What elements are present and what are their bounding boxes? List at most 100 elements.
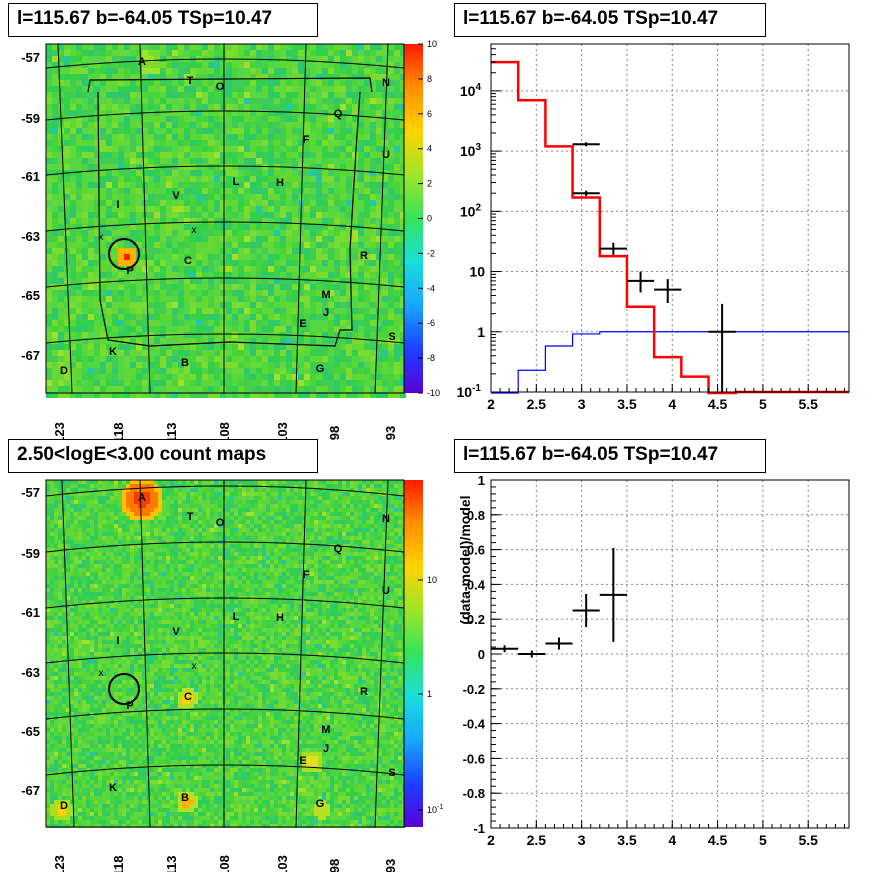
map-pixel	[142, 496, 146, 500]
map-pixel	[158, 516, 162, 520]
map-pixel	[160, 56, 166, 62]
map-pixel	[218, 508, 222, 512]
map-pixel	[268, 110, 274, 116]
map-pixel	[302, 504, 306, 508]
map-pixel	[274, 236, 280, 242]
map-pixel	[310, 68, 316, 74]
map-pixel	[400, 308, 406, 314]
map-pixel	[58, 140, 64, 146]
map-pixel	[94, 50, 100, 56]
map-pixel	[110, 524, 114, 528]
map-pixel	[146, 540, 150, 544]
map-pixel	[100, 152, 106, 158]
map-pixel	[364, 344, 370, 350]
source-label-v: V	[172, 190, 180, 202]
map-pixel	[142, 68, 148, 74]
map-pixel	[358, 296, 364, 302]
map-pixel	[174, 536, 178, 540]
map-pixel	[250, 344, 256, 350]
map-pixel	[378, 500, 382, 504]
map-pixel	[148, 68, 154, 74]
map-pixel	[306, 496, 310, 500]
map-pixel	[226, 492, 230, 496]
map-pixel	[184, 146, 190, 152]
map-pixel	[208, 296, 214, 302]
map-pixel	[170, 536, 174, 540]
map-pixel	[342, 528, 346, 532]
map-pixel	[106, 532, 110, 536]
map-pixel	[190, 536, 194, 540]
map-pixel	[226, 520, 230, 524]
map-pixel	[262, 212, 268, 218]
map-pixel	[346, 344, 352, 350]
map-pixel	[256, 314, 262, 320]
map-pixel	[202, 344, 208, 350]
map-pixel	[70, 302, 76, 308]
map-pixel	[328, 140, 334, 146]
map-pixel	[136, 134, 142, 140]
map-pixel	[74, 508, 78, 512]
map-pixel	[148, 74, 154, 80]
map-pixel	[238, 122, 244, 128]
source-label-b: B	[181, 357, 189, 369]
map-pixel	[398, 520, 402, 524]
map-pixel	[322, 524, 326, 528]
map-pixel	[184, 104, 190, 110]
map-pixel	[388, 50, 394, 56]
map-pixel	[82, 74, 88, 80]
map-pixel	[70, 350, 76, 356]
map-pixel	[364, 242, 370, 248]
map-pixel	[130, 488, 134, 492]
map-pixel	[234, 516, 238, 520]
map-pixel	[340, 266, 346, 272]
map-pixel	[398, 532, 402, 536]
map-pixel	[328, 350, 334, 356]
map-pixel	[298, 122, 304, 128]
map-pixel	[352, 230, 358, 236]
map-pixel	[162, 524, 166, 528]
map-pixel	[244, 170, 250, 176]
map-pixel	[194, 488, 198, 492]
map-pixel	[70, 504, 74, 508]
map-pixel	[238, 488, 242, 492]
map-pixel	[124, 386, 130, 392]
map-pixel	[322, 188, 328, 194]
map-pixel	[244, 386, 250, 392]
map-pixel	[346, 248, 352, 254]
map-pixel	[130, 344, 136, 350]
map-pixel	[184, 206, 190, 212]
map-pixel	[74, 516, 78, 520]
map-pixel	[160, 230, 166, 236]
map-pixel	[310, 512, 314, 516]
map-pixel	[70, 80, 76, 86]
map-pixel	[250, 104, 256, 110]
map-pixel	[106, 368, 112, 374]
map-pixel	[238, 392, 244, 398]
map-pixel	[214, 80, 220, 86]
map-pixel	[274, 344, 280, 350]
map-pixel	[64, 188, 70, 194]
map-pixel	[64, 158, 70, 164]
map-pixel	[394, 188, 400, 194]
map-pixel	[278, 532, 282, 536]
map-pixel	[398, 536, 402, 540]
map-pixel	[298, 350, 304, 356]
map-pixel	[256, 182, 262, 188]
map-pixel	[346, 86, 352, 92]
map-pixel	[106, 508, 110, 512]
map-pixel	[350, 504, 354, 508]
map-pixel	[290, 480, 294, 484]
map-pixel	[208, 152, 214, 158]
map-pixel	[340, 314, 346, 320]
map-pixel	[118, 356, 124, 362]
map-pixel	[82, 194, 88, 200]
map-pixel	[376, 92, 382, 98]
map-pixel	[90, 524, 94, 528]
map-pixel	[118, 188, 124, 194]
map-pixel	[130, 104, 136, 110]
map-pixel	[328, 176, 334, 182]
map-pixel	[394, 368, 400, 374]
map-pixel	[394, 182, 400, 188]
map-pixel	[250, 62, 256, 68]
map-pixel	[340, 134, 346, 140]
